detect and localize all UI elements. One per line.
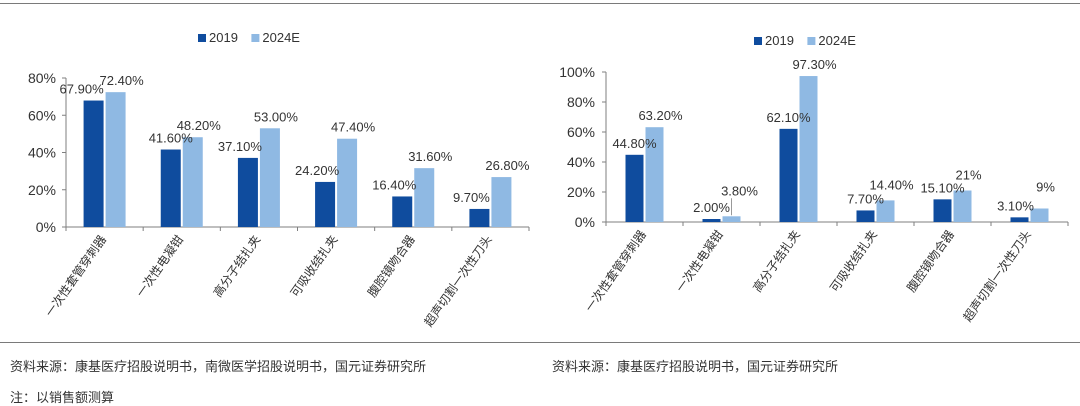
y-tick-label: 80%	[567, 94, 595, 110]
data-label-2019: 41.60%	[149, 131, 194, 146]
data-label-2019: 9.70%	[453, 190, 490, 205]
bar-2024E	[799, 76, 818, 222]
category-label: 超声切割一次性刀头	[960, 227, 1034, 324]
legend-swatch-2019	[198, 34, 206, 42]
bar-2019	[933, 199, 952, 222]
footnote: 注：以销售额测算	[10, 391, 115, 406]
legend-swatch-2019	[754, 37, 762, 45]
data-label-2024E: 47.40%	[331, 120, 376, 135]
data-label-2024E: 3.80%	[721, 183, 758, 198]
bar-2019	[856, 210, 875, 222]
bar-2024E	[259, 128, 280, 227]
data-label-2024E: 14.40%	[869, 177, 914, 192]
bar-2024E	[953, 190, 972, 222]
data-label-2019: 15.10%	[920, 180, 965, 195]
bar-2019	[237, 157, 258, 227]
bar-2024E	[645, 127, 664, 222]
legend-label-2019: 2019	[765, 33, 794, 48]
category-label: 腹腔镜吻合器	[903, 227, 957, 295]
y-tick-label: 100%	[559, 64, 595, 80]
y-tick-label: 0%	[36, 219, 56, 235]
category-label: 高分子结扎夹	[749, 227, 803, 295]
data-label-2024E: 21%	[955, 168, 981, 183]
source-divider	[0, 342, 1080, 343]
y-tick-label: 20%	[567, 184, 595, 200]
category-label: 一次性套管穿刺器	[42, 232, 109, 319]
data-label-2019: 2.00%	[693, 200, 730, 215]
y-tick-label: 40%	[567, 154, 595, 170]
category-label: 一次性电凝钳	[672, 227, 726, 295]
bar-2024E	[337, 138, 358, 227]
bar-2024E	[105, 92, 126, 227]
bar-2019	[392, 196, 413, 227]
bar-2024E	[876, 200, 895, 222]
data-label-2024E: 72.40%	[100, 73, 145, 88]
y-tick-label: 0%	[575, 214, 595, 230]
y-tick-label: 40%	[28, 145, 56, 161]
category-label: 超声切割一次性刀头	[421, 232, 495, 329]
bar-2019	[315, 181, 336, 227]
category-label: 一次性电凝钳	[133, 232, 187, 300]
data-label-2019: 67.90%	[60, 82, 105, 97]
bar-2024E	[182, 137, 203, 227]
data-label-2019: 24.20%	[295, 163, 340, 178]
category-label: 一次性套管穿刺器	[582, 227, 649, 314]
y-tick-label: 60%	[567, 124, 595, 140]
data-label-2024E: 63.20%	[638, 108, 683, 123]
y-tick-label: 60%	[28, 107, 56, 123]
legend-label-2019: 2019	[209, 30, 238, 45]
data-label-2019: 62.10%	[766, 110, 811, 125]
bar-2019	[779, 128, 798, 222]
top-rule	[0, 3, 1080, 4]
bar-2019	[160, 149, 181, 227]
bar-2024E	[491, 177, 512, 227]
data-label-2024E: 97.30%	[792, 57, 837, 72]
data-label-2024E: 31.60%	[408, 149, 453, 164]
bar-2019	[1010, 217, 1029, 222]
data-label-2024E: 26.80%	[485, 158, 530, 173]
legend-swatch-2024E	[807, 37, 816, 45]
data-label-2024E: 48.20%	[177, 118, 222, 133]
bar-2024E	[1030, 208, 1049, 222]
y-tick-label: 20%	[28, 182, 56, 198]
category-label: 可吸收结扎夹	[288, 233, 341, 300]
bar-2024E	[722, 216, 741, 222]
data-label-2024E: 53.00%	[254, 109, 299, 124]
legend-swatch-2024E	[251, 34, 260, 42]
source-left: 资料来源：康基医疗招股说明书，南微医学招股说明书，国元证券研究所	[10, 360, 427, 375]
source-right: 资料来源：康基医疗招股说明书，国元证券研究所	[552, 360, 839, 375]
data-label-2024E: 9%	[1036, 180, 1055, 195]
y-tick-label: 80%	[28, 70, 56, 86]
data-label-2019: 16.40%	[372, 177, 417, 192]
bar-2019	[702, 219, 721, 222]
bar-2019	[469, 208, 490, 227]
data-label-2019: 7.70%	[847, 191, 884, 206]
data-label-2019: 37.10%	[218, 139, 263, 154]
bar-2019	[625, 154, 644, 222]
category-label: 腹腔镜吻合器	[364, 232, 418, 300]
category-label: 高分子结扎夹	[210, 232, 264, 300]
bar-2024E	[414, 168, 435, 227]
legend-label-2024E: 2024E	[818, 33, 856, 48]
legend-label-2024E: 2024E	[262, 30, 300, 45]
left-bar-chart: 2019 2024E 0% 20% 40% 60% 80% 67.90%72.40% 一次性套管…	[28, 30, 530, 329]
right-bar-chart: 2019 2024E 0% 20% 40% 60% 80% 100% 44.80% 63.20% 一…	[559, 33, 1069, 324]
category-label: 可吸收结扎夹	[827, 228, 880, 295]
data-label-2019: 3.10%	[997, 198, 1034, 213]
data-label-2019: 44.80%	[612, 136, 657, 151]
bar-2019	[83, 100, 104, 227]
